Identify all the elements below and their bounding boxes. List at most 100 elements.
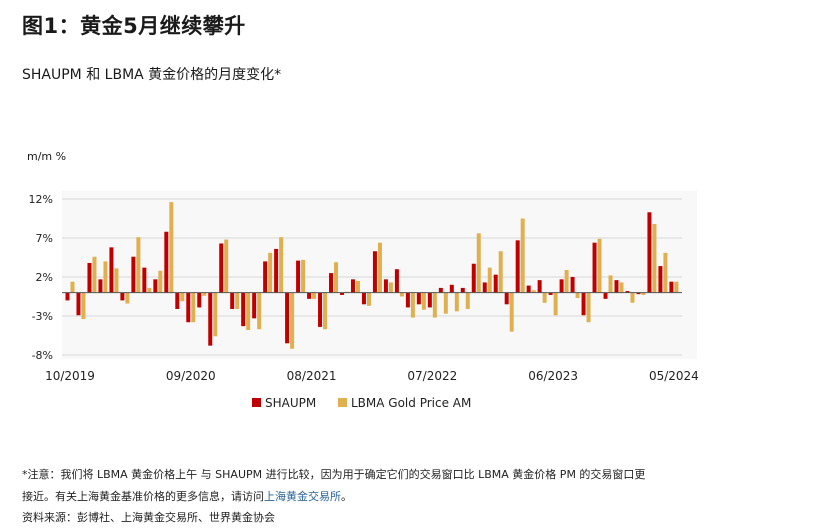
bar-lbma <box>70 281 75 293</box>
chart-subtitle: SHAUPM 和 LBMA 黄金价格的月度变化* <box>22 67 282 83</box>
bar-lbma <box>564 269 569 293</box>
y-axis-label: m/m % <box>27 150 67 163</box>
bar-shaupm <box>383 279 388 293</box>
y-tick-label: -3% <box>32 310 53 323</box>
bar-lbma <box>268 252 273 293</box>
bar-lbma <box>663 252 668 293</box>
bar-lbma <box>125 292 130 304</box>
bar-lbma <box>257 292 262 330</box>
bar-lbma <box>213 292 218 337</box>
bar-lbma <box>323 292 328 330</box>
bar-shaupm <box>581 292 586 316</box>
bar-lbma <box>443 292 448 314</box>
bar-shaupm <box>307 292 312 299</box>
bar-shaupm <box>537 280 542 293</box>
x-tick-label: 09/2020 <box>166 369 216 383</box>
bar-shaupm <box>98 279 103 293</box>
bar-shaupm <box>318 292 323 327</box>
bar-lbma <box>586 292 591 323</box>
footnote-line-2: 接近。有关上海黄金基准价格的更多信息，请访问上海黄金交易所。 <box>22 488 352 504</box>
sge-link[interactable]: 上海黄金交易所 <box>264 490 341 503</box>
bar-lbma <box>575 292 580 299</box>
bar-lbma <box>608 275 613 293</box>
bar-shaupm <box>109 247 114 293</box>
bar-lbma <box>619 282 624 293</box>
bar-lbma <box>366 292 371 306</box>
legend-swatch-lbma <box>338 398 347 407</box>
bar-shaupm <box>471 263 476 293</box>
x-tick-label: 10/2019 <box>45 369 95 383</box>
bar-shaupm <box>603 292 608 299</box>
bar-shaupm <box>493 274 498 293</box>
bar-shaupm <box>329 273 334 293</box>
bar-shaupm <box>142 267 147 293</box>
legend-label-lbma: LBMA Gold Price AM <box>351 396 471 410</box>
bar-shaupm <box>350 279 355 293</box>
bar-lbma <box>597 238 602 293</box>
bar-lbma <box>290 292 295 349</box>
bar-shaupm <box>405 292 410 308</box>
bar-lbma <box>652 223 657 293</box>
bar-shaupm <box>361 292 366 305</box>
bar-lbma <box>520 218 525 293</box>
bar-shaupm <box>65 292 70 301</box>
footnote-text: 接近。有关上海黄金基准价格的更多信息，请访问 <box>22 490 264 503</box>
bar-shaupm <box>131 256 136 293</box>
bar-shaupm <box>219 243 224 293</box>
bar-shaupm <box>340 292 344 295</box>
bar-lbma <box>301 259 306 293</box>
y-tick-label: 12% <box>29 193 53 206</box>
bar-shaupm <box>482 282 487 293</box>
bar-shaupm <box>515 240 520 293</box>
bar-shaupm <box>592 242 597 293</box>
bar-lbma <box>498 251 503 293</box>
x-tick-label: 07/2022 <box>407 369 457 383</box>
bar-shaupm <box>274 248 279 293</box>
bar-lbma <box>454 292 459 312</box>
bar-lbma <box>103 261 108 293</box>
bar-shaupm <box>647 212 652 293</box>
bar-shaupm <box>416 292 421 305</box>
y-tick-label: 2% <box>36 271 53 284</box>
bar-lbma <box>279 237 284 293</box>
bar-shaupm <box>504 292 509 305</box>
bar-shaupm <box>285 292 290 344</box>
bar-shaupm <box>153 279 158 293</box>
bar-lbma <box>509 292 514 332</box>
bar-shaupm <box>669 281 674 293</box>
bar-lbma <box>465 292 470 309</box>
bar-shaupm <box>394 269 399 293</box>
bar-lbma <box>235 292 240 309</box>
bar-lbma <box>476 233 481 293</box>
bar-lbma <box>542 292 547 303</box>
bar-shaupm <box>570 277 575 293</box>
bar-lbma <box>388 282 393 293</box>
bar-shaupm <box>87 262 92 293</box>
bar-lbma <box>202 292 207 296</box>
bar-shaupm <box>438 287 443 293</box>
bar-shaupm <box>526 285 531 293</box>
page-title: 图1：黄金5月继续攀升 <box>22 14 246 38</box>
x-tick-label: 08/2021 <box>287 369 337 383</box>
bar-shaupm <box>76 292 81 316</box>
bar-lbma <box>377 242 382 293</box>
bar-shaupm <box>460 287 465 293</box>
footnote-end: 。 <box>341 490 352 503</box>
bar-lbma <box>553 292 558 316</box>
bar-shaupm <box>197 292 202 308</box>
y-tick-label: -8% <box>32 349 53 362</box>
bar-shaupm <box>241 292 246 327</box>
bar-chart: 12% 7% 2% -3% -8% 10/2019 09/2020 08/2021 07/202… <box>29 191 699 410</box>
bar-shaupm <box>372 251 377 293</box>
footnote-line-1: *注意：我们将 LBMA 黄金价格上午 与 SHAUPM 进行比较，因为用于确定… <box>22 468 646 481</box>
bar-shaupm <box>263 261 268 293</box>
bar-lbma <box>158 270 163 293</box>
bar-shaupm <box>164 231 169 293</box>
bar-shaupm <box>559 279 564 293</box>
bar-shaupm <box>658 266 663 293</box>
bar-lbma <box>630 292 635 303</box>
bar-lbma <box>432 292 437 318</box>
bar-shaupm <box>614 280 619 293</box>
bar-lbma <box>246 292 251 331</box>
